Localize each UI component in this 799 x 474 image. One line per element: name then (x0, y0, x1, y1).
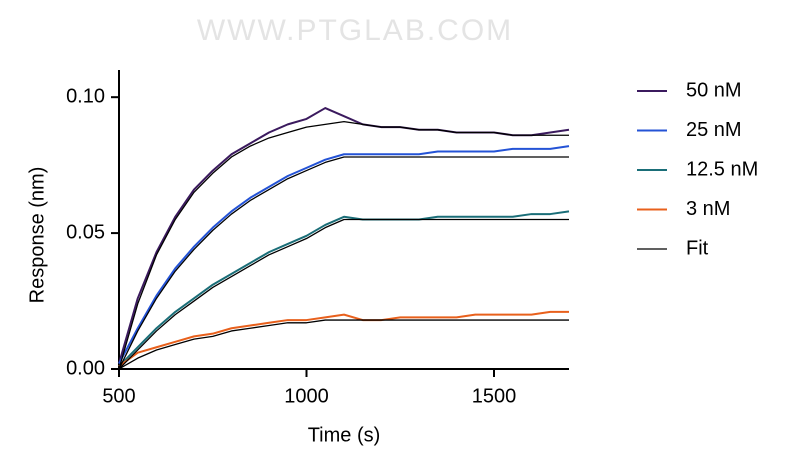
fit-line (118, 218, 569, 370)
x-tick-label: 1500 (472, 385, 517, 407)
y-tick-label: 0.00 (66, 357, 105, 379)
x-tick-label: 1000 (284, 385, 329, 407)
legend-label: 3 nM (686, 198, 730, 220)
data-line (118, 145, 570, 365)
legend-label: 12.5 nM (686, 158, 758, 180)
fit-line (118, 120, 569, 370)
data-line (118, 210, 570, 367)
data-line (118, 107, 570, 364)
legend-label: 50 nM (686, 79, 742, 101)
y-axis-label: Response (nm) (26, 167, 48, 304)
fit-line (118, 156, 569, 370)
legend-label: Fit (686, 237, 709, 259)
legend-label: 25 nM (686, 119, 742, 141)
watermark: WWW.PTGLAB.COM (197, 14, 513, 47)
y-tick-label: 0.10 (66, 85, 105, 107)
x-axis-label: Time (s) (308, 424, 381, 446)
x-tick-label: 500 (102, 385, 135, 407)
y-tick-label: 0.05 (66, 221, 105, 243)
data-line (118, 310, 569, 368)
fit-line (118, 319, 569, 370)
